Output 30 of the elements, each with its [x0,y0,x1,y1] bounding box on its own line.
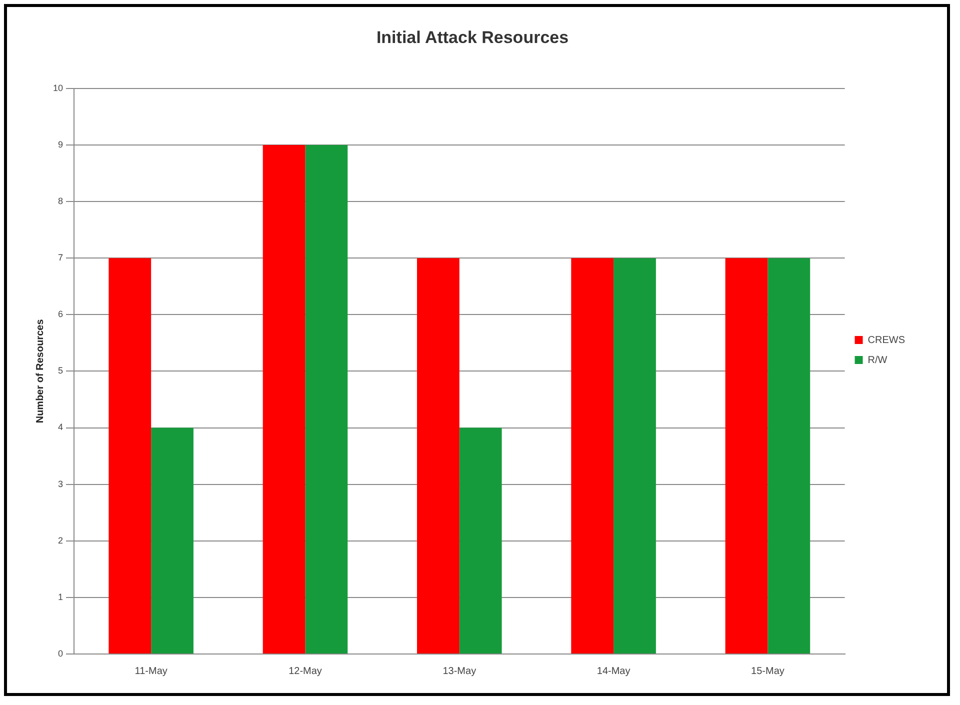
bar [614,258,656,654]
legend-label: CREWS [868,334,906,346]
bar [108,258,152,654]
bar [725,258,768,654]
x-tick-label: 15-May [751,666,784,677]
bar [571,258,614,654]
y-tick-label: 0 [58,648,64,658]
y-tick-label: 6 [58,309,64,320]
legend-label: R/W [868,354,888,366]
bar [262,144,306,654]
y-tick-label: 7 [58,252,64,263]
x-tick-label: 12-May [288,666,322,677]
x-tick-label: 13-May [442,666,476,677]
y-tick-label: 9 [58,139,64,150]
y-tick-label: 1 [58,592,64,602]
y-tick-label: 4 [58,422,64,432]
bar [151,428,194,654]
y-axis-title: Number of Resources [34,318,46,424]
y-tick-label: 2 [58,535,64,546]
y-tick-label: 3 [58,478,64,489]
y-tick-label: 10 [52,82,64,93]
chart-title: Initial Attack Resources [376,28,569,47]
bar [417,258,460,654]
x-tick-label: 11-May [134,666,168,677]
x-tick-label: 14-May [596,666,630,677]
bar [305,144,348,654]
y-tick-label: 8 [58,196,64,206]
bar [459,428,502,654]
y-tick-label: 5 [58,366,64,376]
bar [768,258,810,654]
